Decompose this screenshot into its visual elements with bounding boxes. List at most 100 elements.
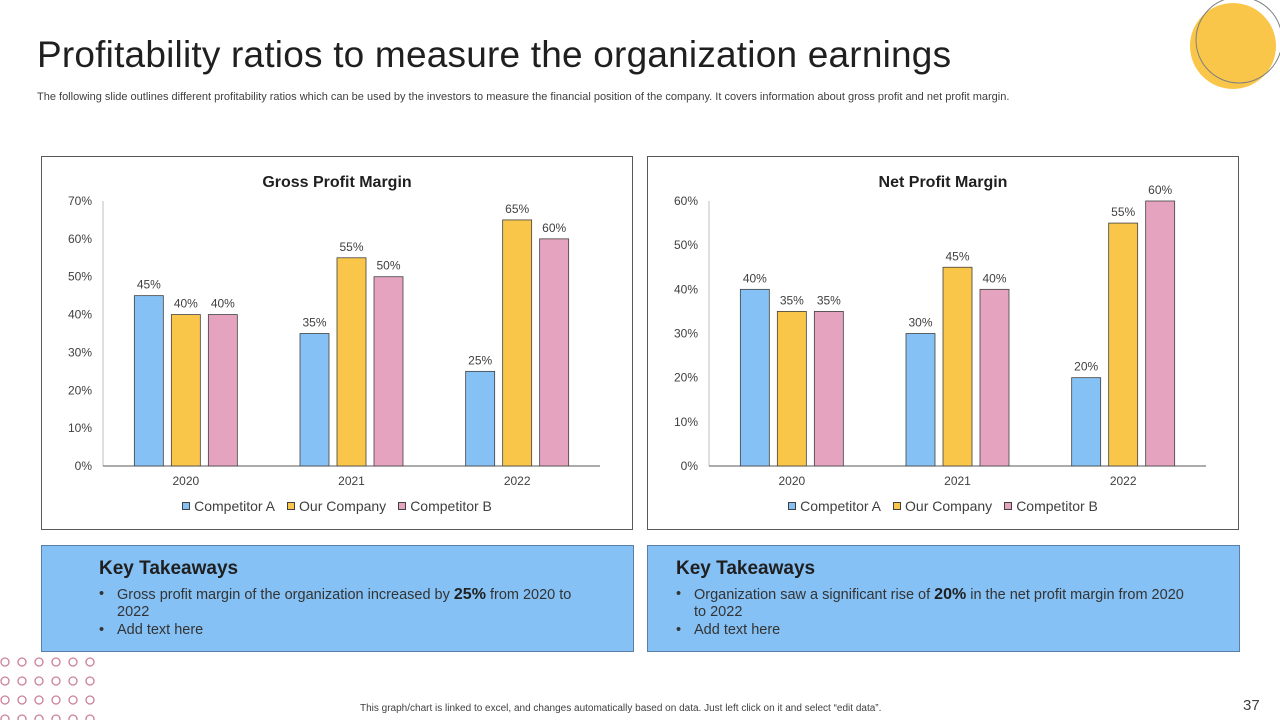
decorative-dot (0, 676, 10, 686)
bar-competitor-b (373, 276, 404, 467)
x-tick-label: 2020 (172, 474, 199, 488)
takeaway-text: Add text here (694, 622, 781, 638)
y-tick-label: 30% (674, 327, 698, 341)
takeaway-highlight: 20% (934, 586, 967, 603)
gross-profit-margin-svg: Gross Profit Margin 0% 10% 20% 30% 40% 50% 60% 7… (68, 174, 600, 488)
bar-competitor-b (813, 311, 844, 467)
takeaway-bullet: • Organization saw a significant rise of … (676, 586, 1186, 621)
yellow-circle-fill (1190, 3, 1276, 89)
decorative-dot (51, 676, 61, 686)
bar-our-company (1108, 222, 1139, 467)
bar-our-company (502, 219, 533, 467)
bar-our-company (170, 314, 201, 467)
legend-label: Competitor B (1016, 498, 1098, 514)
data-label: 40% (982, 271, 1006, 285)
takeaway-bullet: • Add text here (99, 622, 579, 639)
key-takeaways-net: Key Takeaways • Organization saw a signif… (647, 545, 1240, 652)
data-label: 40% (211, 297, 235, 311)
takeaway-highlight: 25% (453, 586, 486, 603)
data-label: 65% (505, 202, 529, 216)
bar-competitor-a (465, 370, 496, 467)
takeaway-text-before: Gross profit margin of the organization … (117, 587, 454, 603)
data-label: 55% (1111, 205, 1135, 219)
bar-competitor-a (133, 295, 164, 467)
bar-competitor-a (1071, 377, 1102, 467)
y-tick-label: 20% (674, 371, 698, 385)
data-label: 20% (1074, 360, 1098, 374)
legend-item-competitor-a: Competitor A (182, 498, 275, 514)
decorative-dot (85, 676, 95, 686)
y-tick-label: 70% (68, 194, 92, 208)
takeaway-text-after: from 2020 to 2022 (117, 587, 572, 620)
decorative-dot (85, 657, 95, 667)
net-profit-margin-chart[interactable]: Net Profit Margin 0% 10% 20% 30% 40% 50% 60% 40%… (647, 156, 1239, 530)
decorative-dot (51, 714, 61, 720)
x-tick-label: 2022 (504, 474, 531, 488)
legend-swatch-our-company (893, 502, 902, 510)
data-label: 40% (743, 271, 767, 285)
decorative-dot (51, 695, 61, 705)
decorative-dot-grid (0, 657, 95, 720)
data-label: 35% (302, 316, 326, 330)
decorative-dot (17, 657, 27, 667)
takeaway-text: Add text here (117, 622, 204, 638)
takeaway-text-before: Organization saw a significant rise of (694, 587, 935, 603)
chart-legend: Competitor A Our Company Competitor B (42, 498, 632, 514)
data-label: 60% (542, 221, 566, 235)
bar-competitor-b (1145, 200, 1176, 467)
legend-label: Our Company (299, 498, 387, 514)
y-tick-label: 20% (68, 383, 92, 397)
decorative-dot (17, 714, 27, 720)
decorative-dot (85, 714, 95, 720)
takeaway-bullet: • Add text here (676, 622, 1186, 639)
bar-competitor-a (905, 333, 936, 467)
bar-our-company (942, 266, 973, 467)
legend-item-competitor-b: Competitor B (398, 498, 492, 514)
y-tick-label: 40% (68, 308, 92, 322)
legend-item-our-company: Our Company (893, 498, 992, 514)
decorative-dot (17, 695, 27, 705)
footnote: This graph/chart is linked to excel, and… (360, 703, 882, 714)
legend-label: Competitor B (410, 498, 492, 514)
decorative-dot (0, 657, 10, 667)
legend-swatch-competitor-a (788, 502, 797, 510)
legend-swatch-competitor-b (1004, 502, 1013, 510)
y-tick-label: 0% (75, 459, 93, 473)
data-label: 45% (945, 249, 969, 263)
decorative-dot (17, 676, 27, 686)
bar-competitor-a (739, 288, 770, 467)
legend-label: Our Company (905, 498, 993, 514)
legend-swatch-competitor-b (398, 502, 407, 510)
chart-legend: Competitor A Our Company Competitor B (648, 498, 1238, 514)
takeaway-bullet: • Gross profit margin of the organization… (99, 586, 579, 621)
slide-title: Profitability ratios to measure the orga… (37, 34, 952, 75)
gross-profit-margin-chart[interactable]: Gross Profit Margin 0% 10% 20% 30% 40% 50% 60% 7… (41, 156, 633, 530)
takeaway-list: • Gross profit margin of the organization… (99, 586, 579, 640)
key-takeaways-gross: Key Takeaways • Gross profit margin of th… (41, 545, 634, 652)
legend-swatch-competitor-a (182, 502, 191, 510)
data-label: 40% (174, 297, 198, 311)
x-tick-label: 2021 (944, 474, 971, 488)
takeaway-list: • Organization saw a significant rise of … (676, 586, 1186, 640)
data-label: 60% (1148, 183, 1172, 197)
decorative-dot (0, 714, 10, 720)
decorative-dot (85, 695, 95, 705)
y-tick-label: 60% (674, 194, 698, 208)
net-profit-margin-svg: Net Profit Margin 0% 10% 20% 30% 40% 50% 60% 40%… (674, 174, 1206, 488)
decorative-dot (68, 657, 78, 667)
decorative-dot (68, 676, 78, 686)
data-label: 35% (817, 293, 841, 307)
decorative-dot (68, 695, 78, 705)
chart-title: Gross Profit Margin (262, 174, 411, 191)
bullet-dot: • (99, 586, 105, 602)
y-tick-label: 30% (68, 345, 92, 359)
data-label: 50% (376, 259, 400, 273)
data-label: 25% (468, 353, 492, 367)
bar-our-company (336, 257, 367, 467)
data-label: 30% (908, 316, 932, 330)
x-tick-label: 2020 (778, 474, 805, 488)
bar-competitor-b (207, 314, 238, 467)
legend-item-competitor-b: Competitor B (1004, 498, 1098, 514)
y-tick-label: 60% (68, 232, 92, 246)
bullet-dot: • (676, 586, 682, 602)
